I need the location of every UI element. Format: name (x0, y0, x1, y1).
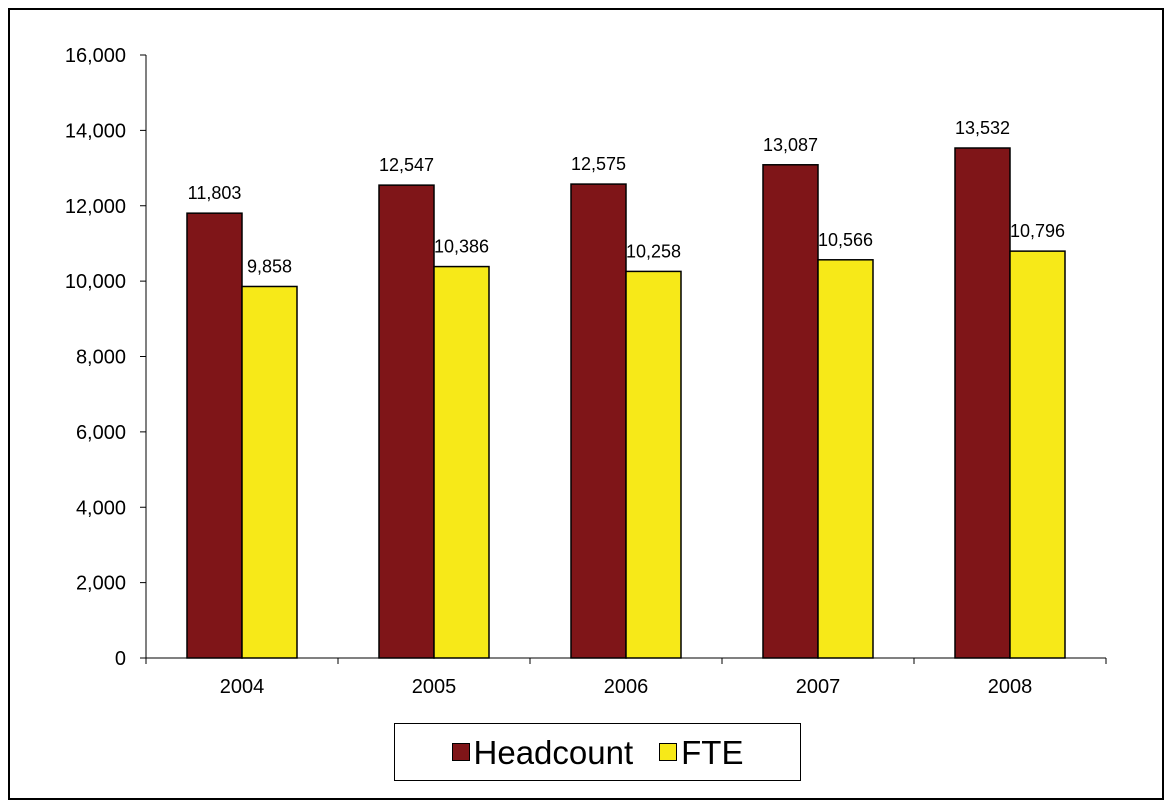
data-label-fte: 10,258 (626, 241, 681, 261)
x-axis: 2004 2005 2006 2007 2008 (145, 657, 1107, 698)
bars (186, 147, 1066, 659)
y-tick-label: 14,000 (65, 120, 126, 142)
legend-swatch-headcount (451, 743, 470, 761)
data-label-headcount: 13,087 (763, 135, 818, 155)
bar-headcount (762, 164, 819, 659)
bar-headcount (570, 183, 627, 659)
bar-headcount (186, 212, 243, 659)
y-tick-label: 12,000 (65, 196, 126, 218)
y-tick-label: 2,000 (76, 573, 126, 595)
legend-item-fte: FTE (659, 736, 743, 769)
data-label-headcount: 11,803 (188, 183, 242, 203)
data-label-headcount: 12,547 (379, 155, 434, 175)
data-label-fte: 9,858 (247, 256, 292, 276)
data-label-fte: 10,796 (1010, 221, 1065, 241)
legend-swatch-fte (659, 743, 678, 761)
bar-headcount (954, 147, 1011, 659)
bar-fte (241, 285, 298, 659)
data-labels: 11,803 12,547 12,575 13,087 13,532 9,858 10,38… (188, 118, 1065, 276)
y-tick-label: 4,000 (76, 497, 126, 519)
x-tick-label: 2004 (220, 676, 265, 698)
bar-fte (625, 270, 682, 659)
data-label-headcount: 13,532 (955, 118, 1010, 138)
legend-item-headcount: Headcount (451, 733, 634, 771)
x-tick-label: 2008 (988, 676, 1033, 698)
legend-label-fte: FTE (681, 733, 744, 771)
bar-fte (433, 265, 490, 659)
data-label-fte: 10,566 (818, 230, 873, 250)
x-tick-label: 2006 (604, 676, 649, 698)
legend: Headcount FTE (394, 723, 801, 781)
x-tick-label: 2005 (412, 676, 457, 698)
legend-label-headcount: Headcount (473, 733, 634, 771)
y-tick-label: 0 (115, 648, 126, 670)
y-tick-label: 8,000 (76, 347, 126, 369)
y-tick-label: 6,000 (76, 422, 126, 444)
y-tick-label: 16,000 (65, 45, 126, 67)
x-tick-label: 2007 (796, 676, 841, 698)
bar-headcount (378, 184, 435, 659)
y-axis: 0 2,000 4,000 6,000 8,000 10,000 12,000 14,000 1… (65, 45, 147, 670)
y-tick-label: 10,000 (65, 271, 126, 293)
data-label-headcount: 12,575 (571, 154, 626, 174)
bar-fte (1009, 250, 1066, 659)
bar-fte (817, 259, 874, 659)
data-label-fte: 10,386 (434, 237, 489, 257)
